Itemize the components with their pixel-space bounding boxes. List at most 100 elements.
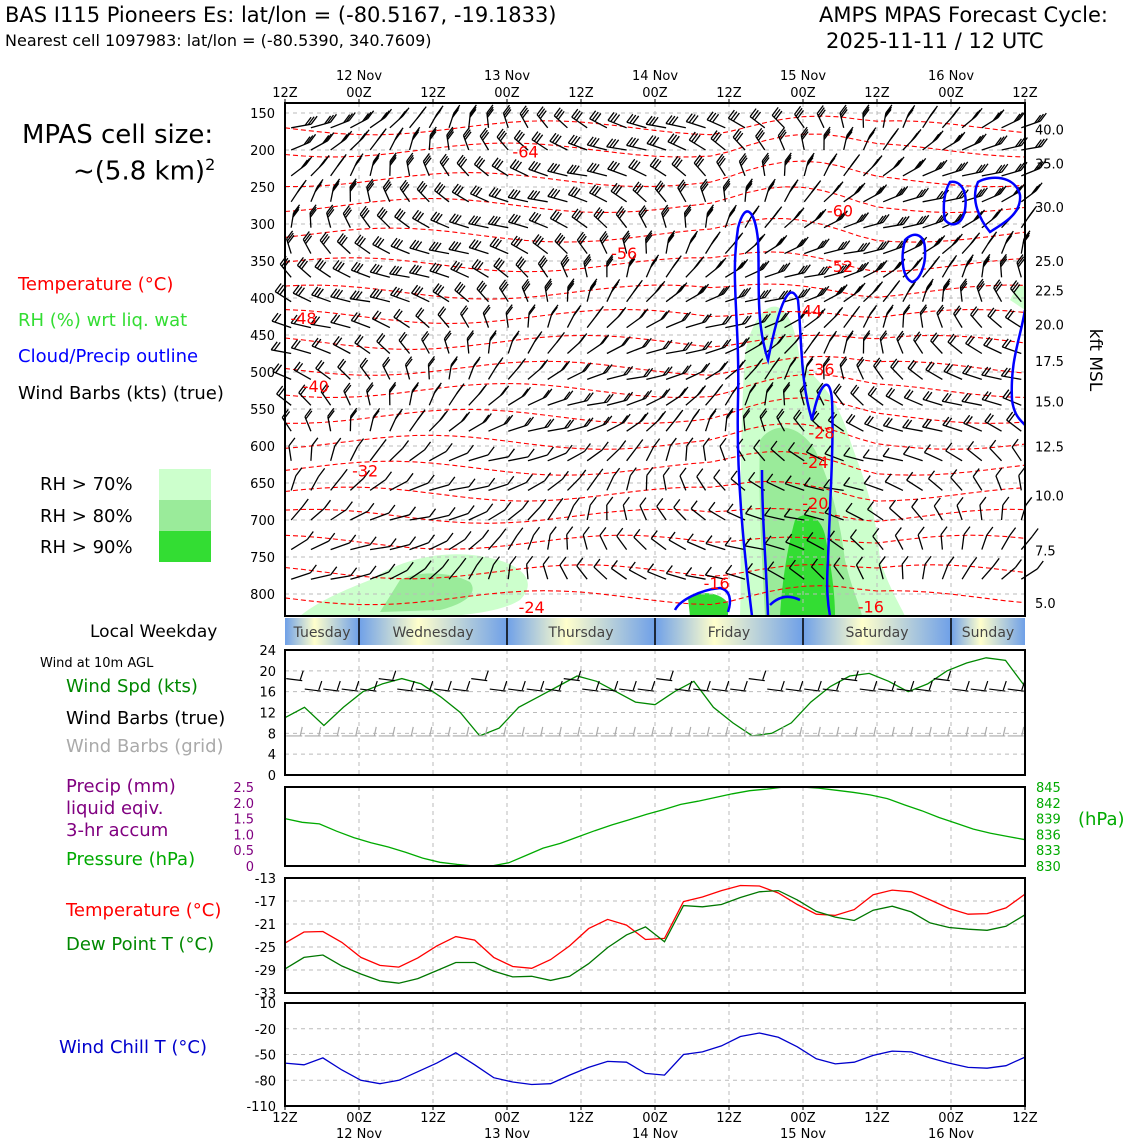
- wind-barb-flag: [337, 262, 345, 272]
- wind-barb-flag: [486, 503, 494, 513]
- wind-barb-flag: [575, 111, 583, 121]
- cycle-date: 2025-11-11 / 12 UTC: [826, 29, 1044, 53]
- wind-barb-flag: [395, 288, 403, 298]
- wind-barb-flag: [389, 157, 397, 166]
- wind-barb-229: [296, 257, 312, 278]
- wind-barb-staff: [350, 510, 369, 521]
- wind-barb-flag: [536, 106, 544, 116]
- wind-barb-flag: [823, 265, 831, 275]
- wind-barb-staff: [310, 540, 329, 551]
- wind-barb-flag: [1040, 138, 1048, 147]
- wind-barb-666: [665, 565, 687, 580]
- wind-barb-350: [443, 330, 452, 354]
- wind-barb-172: [683, 204, 692, 228]
- wind-barb-flag: [292, 208, 300, 218]
- wind-barb-flag: [661, 204, 669, 214]
- temp-contour-label-5: -44: [796, 302, 822, 321]
- isotherm-16: [284, 534, 1026, 550]
- wind-barb-645: [1020, 528, 1039, 551]
- wind-barb-552: [679, 467, 687, 491]
- wind-barb-flag: [943, 278, 951, 288]
- wind-barb-476: [685, 408, 701, 432]
- wind-barb-staff: [460, 313, 470, 328]
- wind-barb-flag: [596, 468, 604, 478]
- wind-barb-79: [349, 153, 364, 177]
- wind-barb-flag: [517, 258, 525, 267]
- wind-barb-flag: [414, 265, 422, 275]
- wind-barb-staff: [547, 398, 567, 406]
- wind10-grid-barb-feather-31: [873, 726, 877, 737]
- wind-barb-211: [705, 231, 721, 254]
- wind-barb-226: [1000, 230, 1014, 254]
- wind-barb-flag: [943, 362, 951, 372]
- wind-barb-flag: [759, 408, 767, 417]
- wind10-barb-feather-9: [466, 680, 471, 691]
- wind-barb-flag: [500, 387, 508, 396]
- wind-barb-393: [547, 360, 571, 380]
- wind-barb-flag: [439, 412, 447, 421]
- cell-size-sup: 2: [205, 155, 216, 174]
- wind-barb-201: [489, 237, 509, 255]
- wind-barb-flag: [633, 161, 641, 171]
- wind-barb-158: [394, 208, 410, 229]
- wind-barb-584: [566, 497, 581, 521]
- wind10-grid-barb-feather-30: [854, 726, 858, 737]
- wind-barb-staff: [502, 112, 509, 128]
- wind-barb-flag: [1001, 338, 1009, 348]
- wind-barb-flag: [359, 357, 367, 367]
- wind-barb-638: [872, 527, 884, 551]
- wind-barb-346: [354, 334, 371, 355]
- wind-barb-flag: [654, 180, 662, 190]
- wind-barb-flag: [636, 185, 644, 194]
- wind-barb-staff: [507, 508, 523, 521]
- wind-barb-flag: [909, 361, 917, 371]
- wind-barb-flag: [432, 263, 440, 273]
- wind-barb-flag: [927, 470, 936, 480]
- wind-barb-flag: [482, 529, 490, 539]
- wind-barb-61: [732, 128, 746, 151]
- wind-barb-flag: [781, 290, 789, 299]
- wind-barb-flag: [925, 283, 933, 292]
- wind-barb-staff: [950, 477, 963, 491]
- wind-barb-flag: [669, 437, 677, 447]
- wind-barb-117: [349, 178, 357, 202]
- wind-barb-flag: [287, 234, 295, 244]
- wind-barb-423: [388, 381, 397, 406]
- top-date-label-1: 13 Nov: [484, 69, 530, 84]
- wind-barb-548: [606, 467, 621, 491]
- wind-barb-flag: [306, 135, 314, 144]
- wind-barb-380: [272, 363, 292, 380]
- wind-barb-flag: [428, 358, 436, 368]
- wind10-grid-barb-feather-21: [688, 726, 692, 737]
- wind-barb-flag: [840, 264, 848, 274]
- wind-barb-370: [843, 330, 854, 354]
- wind-barb-flag: [837, 265, 845, 275]
- wind-barb-flag: [298, 258, 306, 268]
- wind-barb-flag: [895, 240, 903, 250]
- wind-barb-flag: [389, 384, 397, 393]
- wind-barb-617: [468, 529, 490, 551]
- wind-barb-staff: [843, 269, 863, 278]
- wind-barb-staff: [330, 321, 351, 329]
- wind-barb-143: [863, 184, 888, 203]
- wind-barb-staff: [468, 537, 484, 551]
- wind-barb-staff: [286, 238, 292, 254]
- wind-barb-256: [843, 261, 870, 278]
- wind-barb-588: [639, 497, 647, 521]
- wind-barb-506: [527, 446, 554, 462]
- wind-barb-flag: [411, 284, 419, 294]
- wind-barb-257: [863, 260, 888, 278]
- wind10-barb-37: [970, 688, 987, 692]
- wind-barb-staff: [928, 478, 943, 491]
- wind-barb-staff: [724, 391, 735, 406]
- wind-barb-flag: [567, 282, 575, 292]
- wind-barb-flag: [565, 444, 573, 454]
- wind-barb-flag: [489, 237, 497, 247]
- wind-barb-8: [448, 104, 461, 129]
- wind-barb-418: [276, 385, 292, 406]
- weekday-cell-0: [285, 618, 359, 645]
- wind-barb-flag: [415, 241, 423, 251]
- wind-barb-staff: [1000, 504, 1004, 521]
- wind-barb-staff: [654, 188, 667, 203]
- wind-barb-flag: [783, 262, 791, 272]
